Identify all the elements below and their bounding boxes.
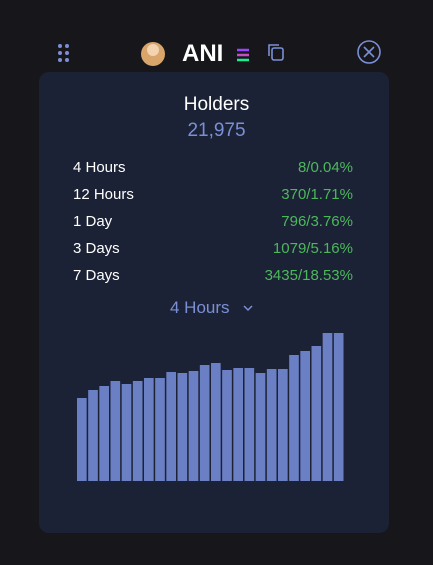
period: 7 Days bbox=[73, 267, 120, 284]
bar bbox=[211, 363, 221, 481]
bar bbox=[77, 398, 87, 481]
solana-icon bbox=[237, 48, 249, 62]
bar bbox=[155, 378, 165, 481]
bar bbox=[88, 390, 98, 481]
change-value: 8/0.04% bbox=[297, 159, 353, 176]
change-row: 1 Day 796/3.76% bbox=[73, 213, 353, 230]
bar bbox=[222, 370, 232, 481]
period: 3 Days bbox=[73, 240, 120, 257]
close-button[interactable] bbox=[357, 40, 381, 64]
period: 4 Hours bbox=[73, 159, 126, 176]
change-row: 12 Hours 370/1.71% bbox=[73, 186, 353, 203]
change-row: 4 Hours 8/0.04% bbox=[73, 159, 353, 176]
bar bbox=[278, 369, 288, 481]
bar bbox=[199, 365, 210, 481]
change-row: 7 Days 3435/18.53% bbox=[73, 267, 353, 284]
token-logo-face bbox=[147, 44, 159, 56]
bar bbox=[244, 368, 255, 481]
bar bbox=[289, 355, 299, 481]
bar bbox=[121, 384, 132, 481]
bar bbox=[99, 386, 109, 481]
drag-handle[interactable] bbox=[58, 44, 69, 62]
change-value: 796/3.76% bbox=[281, 213, 353, 230]
bar bbox=[132, 381, 143, 481]
token-symbol: ANI bbox=[182, 40, 224, 67]
change-value: 1079/5.16% bbox=[272, 240, 353, 257]
bar bbox=[110, 381, 121, 481]
dropdown-caret bbox=[243, 305, 253, 312]
holders-chart bbox=[77, 333, 344, 481]
bar bbox=[255, 373, 266, 481]
bar bbox=[188, 371, 199, 481]
period: 1 Day bbox=[73, 213, 113, 230]
period: 12 Hours bbox=[73, 186, 134, 203]
change-value: 3435/18.53% bbox=[264, 267, 353, 284]
change-value: 370/1.71% bbox=[281, 186, 353, 203]
bar bbox=[311, 346, 322, 481]
bar bbox=[166, 372, 176, 481]
holders-count: 21,975 bbox=[187, 120, 246, 141]
range-selector[interactable]: 4 Hours bbox=[170, 298, 230, 317]
bar bbox=[177, 373, 188, 481]
bar bbox=[266, 369, 277, 481]
bar bbox=[322, 333, 333, 481]
bar bbox=[233, 368, 243, 481]
copy-icon[interactable] bbox=[268, 44, 284, 61]
bar bbox=[333, 333, 344, 481]
bar bbox=[144, 378, 154, 481]
holders-title: Holders bbox=[183, 94, 250, 115]
change-row: 3 Days 1079/5.16% bbox=[73, 240, 353, 257]
bar bbox=[300, 351, 310, 481]
